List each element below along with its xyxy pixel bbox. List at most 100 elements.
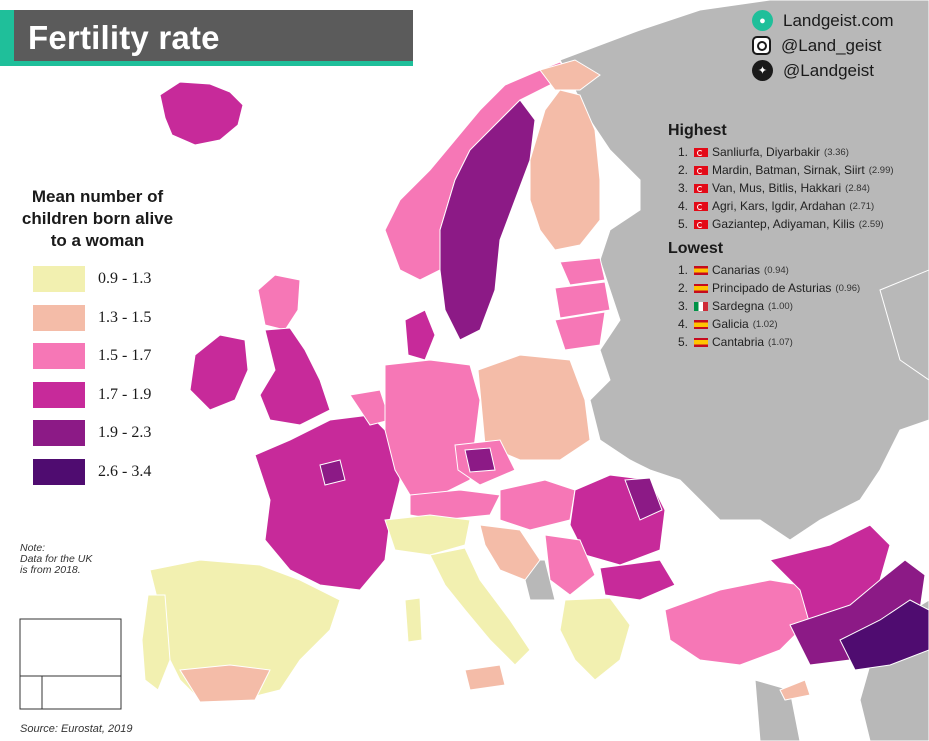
legend-label: 1.7 - 1.9 (98, 385, 152, 403)
england-region (259, 327, 331, 426)
lowest-item: 2. Principado de Asturias (0.96) (678, 279, 860, 297)
rank-value: (0.96) (835, 282, 861, 294)
lowest-item: 5. Cantabria (1.07) (678, 333, 860, 351)
paris-region (319, 459, 346, 486)
legend-item: 2.6 - 3.4 (33, 453, 151, 492)
brand-twitter[interactable]: @Landgeist (783, 60, 874, 80)
scotland-region (257, 274, 301, 331)
portugal-region (141, 594, 171, 691)
lowest-list: 1. Canarias (0.94) 2. Principado de Asturias… (668, 261, 860, 351)
andalusia-region (179, 664, 271, 703)
legend-label: 2.6 - 3.4 (98, 462, 152, 480)
lowest-item: 1. Canarias (0.94) (678, 261, 860, 279)
rank-number: 3. (678, 181, 689, 195)
region-name: Principado de Asturias (712, 281, 832, 295)
legend-title: Mean number of children born alive to a … (10, 186, 185, 252)
brand-website[interactable]: Landgeist.com (783, 10, 894, 30)
rank-value: (1.02) (752, 318, 778, 330)
ireland-region (189, 334, 249, 411)
iceland-region (159, 81, 244, 146)
note-line: Note: (20, 542, 46, 554)
france-region (254, 414, 401, 591)
croatia-region (479, 524, 541, 581)
estonia-region (559, 257, 606, 286)
rank-value: (1.00) (768, 300, 793, 312)
germany-region (384, 359, 481, 496)
denmark-region (404, 309, 436, 361)
brand-twitter-row[interactable]: ✦ @Landgeist (752, 58, 894, 83)
turkey-west-region (664, 579, 811, 666)
legend-label: 1.5 - 1.7 (98, 347, 152, 365)
brand-website-row[interactable]: ● Landgeist.com (752, 8, 894, 33)
serbia-region (544, 534, 596, 596)
region-name: Cantabria (712, 335, 765, 349)
rank-value: (1.07) (768, 336, 793, 348)
legend-swatch (33, 381, 85, 408)
turkey-flag (694, 219, 708, 229)
legend-title-line: to a woman (50, 231, 145, 250)
highest-item: 1. Sanliurfa, Diyarbakir (3.36) (678, 143, 894, 161)
spain-flag (694, 265, 708, 275)
highest-item: 4. Agri, Kars, Igdir, Ardahan (2.71) (678, 197, 894, 215)
spain-flag (694, 337, 708, 347)
highest-list: 1. Sanliurfa, Diyarbakir (3.36) 2. Mardin, B… (668, 143, 894, 233)
rank-number: 4. (678, 317, 689, 331)
romania-east-region (624, 477, 663, 521)
sicily-region (464, 664, 506, 691)
non-data-land (519, 0, 929, 741)
spain-flag (694, 319, 708, 329)
lowest-ranking: Lowest 1. Canarias (0.94) 2. Principado de A… (668, 240, 860, 351)
legend-item: 1.5 - 1.7 (33, 337, 151, 376)
region-name: Sanliurfa, Diyarbakir (712, 145, 821, 159)
legend: 0.9 - 1.3 1.3 - 1.5 1.5 - 1.7 1.7 - 1.9 1.9 … (33, 260, 151, 491)
highest-item: 2. Mardin, Batman, Sirnak, Siirt (2.99) (678, 161, 894, 179)
bulgaria-region (599, 559, 676, 601)
highest-item: 3. Van, Mus, Bitlis, Hakkari (2.84) (678, 179, 894, 197)
spain-flag (694, 283, 708, 293)
rank-value: (2.99) (868, 164, 894, 176)
legend-swatch (33, 266, 85, 293)
instagram-icon (752, 36, 771, 55)
legend-swatch (33, 343, 85, 370)
italy-peninsula-region (429, 547, 531, 666)
rank-value: (0.94) (764, 264, 789, 276)
brand-instagram[interactable]: @Land_geist (781, 35, 882, 55)
legend-label: 1.9 - 2.3 (98, 424, 152, 442)
rank-number: 2. (678, 281, 689, 295)
twitter-icon: ✦ (752, 60, 773, 81)
rank-value: (3.36) (824, 146, 849, 158)
lowest-title: Lowest (668, 240, 724, 257)
region-name: Van, Mus, Bitlis, Hakkari (712, 181, 842, 195)
turkey-far-southeast-region (839, 599, 929, 671)
rank-value: (2.59) (858, 218, 884, 230)
italy-flag (694, 301, 708, 311)
norway-north-region (539, 59, 601, 91)
finland-region (529, 89, 601, 251)
turkey-flag (694, 183, 708, 193)
greece-region (559, 597, 631, 681)
rank-number: 4. (678, 199, 689, 213)
rank-value: (2.84) (845, 182, 870, 194)
region-name: Sardegna (712, 299, 765, 313)
brand-block: ● Landgeist.com @Land_geist ✦ @Landgeist (752, 8, 894, 83)
legend-swatch (33, 420, 85, 447)
czech-central-region (464, 447, 496, 473)
data-note: Note: Data for the UK is from 2018. (20, 543, 92, 576)
title-banner: Fertility rate (0, 10, 413, 66)
legend-item: 1.7 - 1.9 (33, 376, 151, 415)
austria-region (409, 489, 501, 521)
legend-label: 1.3 - 1.5 (98, 308, 152, 326)
turkey-flag (694, 201, 708, 211)
rank-number: 5. (678, 335, 689, 349)
legend-title-line: children born alive (21, 209, 174, 228)
rank-number: 3. (678, 299, 689, 313)
title-accent-bar (0, 10, 14, 61)
rank-number: 5. (678, 217, 689, 231)
region-name: Agri, Kars, Igdir, Ardahan (712, 199, 846, 213)
note-line: Data for the UK (20, 553, 93, 565)
source-credit: Source: Eurostat, 2019 (20, 723, 133, 735)
note-line: is from 2018. (20, 564, 81, 576)
legend-swatch (33, 304, 85, 331)
brand-instagram-row[interactable]: @Land_geist (752, 33, 894, 58)
